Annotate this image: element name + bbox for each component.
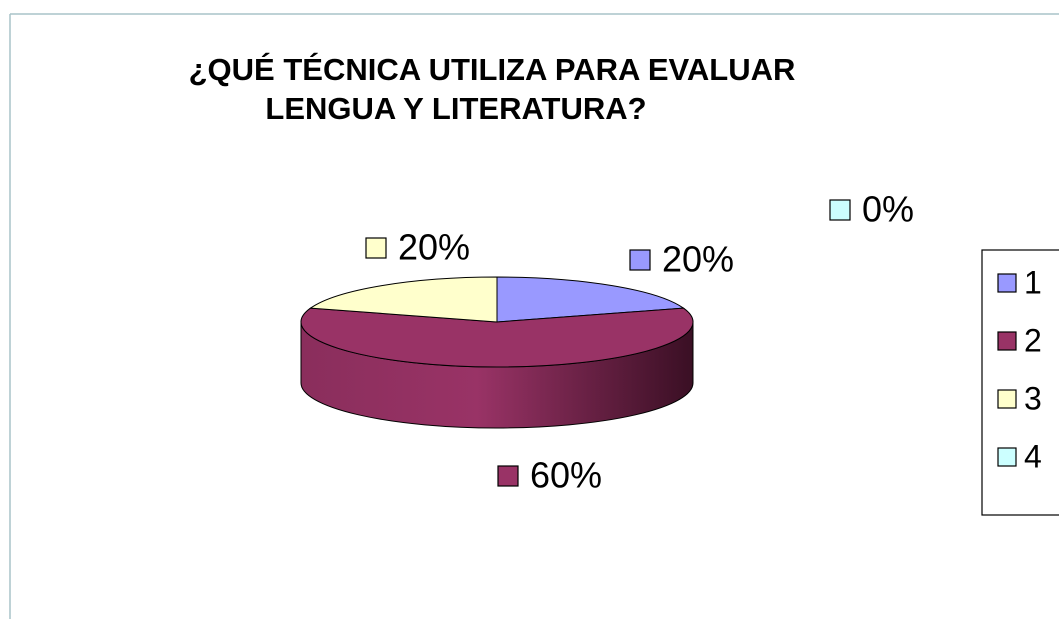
legend-label: 1 — [1024, 264, 1042, 300]
label-key — [365, 237, 387, 259]
pie-slice — [309, 276, 498, 323]
label-key — [629, 249, 651, 271]
data-label: 20% — [398, 227, 470, 268]
data-label: 20% — [662, 239, 734, 280]
legend-label: 3 — [1024, 380, 1042, 416]
legend-label: 2 — [1024, 322, 1042, 358]
legend-key — [997, 273, 1017, 293]
legend-key — [997, 447, 1017, 467]
legend-box — [981, 249, 1059, 516]
pie-slice — [496, 276, 685, 323]
pie-slice — [300, 307, 694, 368]
chart-title: ¿QUÉ TÉCNICA UTILIZA PARA EVALUAR — [189, 52, 796, 87]
legend-key — [997, 331, 1017, 351]
data-label: 60% — [530, 455, 602, 496]
data-label: 0% — [862, 189, 914, 230]
chart-title: LENGUA Y LITERATURA? — [265, 91, 646, 126]
label-key — [829, 199, 851, 221]
legend-key — [997, 389, 1017, 409]
legend-label: 4 — [1024, 438, 1042, 474]
label-key — [497, 465, 519, 487]
